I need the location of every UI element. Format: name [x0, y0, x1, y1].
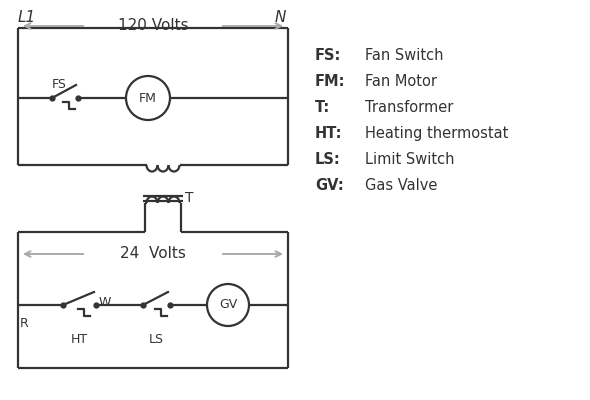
Text: FM: FM: [139, 92, 157, 104]
Text: T:: T:: [315, 100, 330, 115]
Text: Gas Valve: Gas Valve: [365, 178, 437, 193]
Text: T: T: [185, 192, 194, 206]
Text: N: N: [274, 10, 286, 25]
Text: 120 Volts: 120 Volts: [117, 18, 188, 32]
Text: FS:: FS:: [315, 48, 342, 63]
Text: FS: FS: [52, 78, 67, 91]
Text: 24  Volts: 24 Volts: [120, 246, 186, 260]
Text: Transformer: Transformer: [365, 100, 453, 115]
Text: Fan Switch: Fan Switch: [365, 48, 444, 63]
Text: L1: L1: [18, 10, 36, 25]
Text: HT:: HT:: [315, 126, 343, 141]
Text: LS: LS: [149, 333, 164, 346]
Text: HT: HT: [71, 333, 88, 346]
Text: GV:: GV:: [315, 178, 344, 193]
Text: Fan Motor: Fan Motor: [365, 74, 437, 89]
Text: Limit Switch: Limit Switch: [365, 152, 454, 167]
Text: LS:: LS:: [315, 152, 341, 167]
Text: Heating thermostat: Heating thermostat: [365, 126, 509, 141]
Text: W: W: [99, 296, 112, 310]
Text: R: R: [20, 317, 29, 330]
Text: FM:: FM:: [315, 74, 346, 89]
Text: GV: GV: [219, 298, 237, 312]
